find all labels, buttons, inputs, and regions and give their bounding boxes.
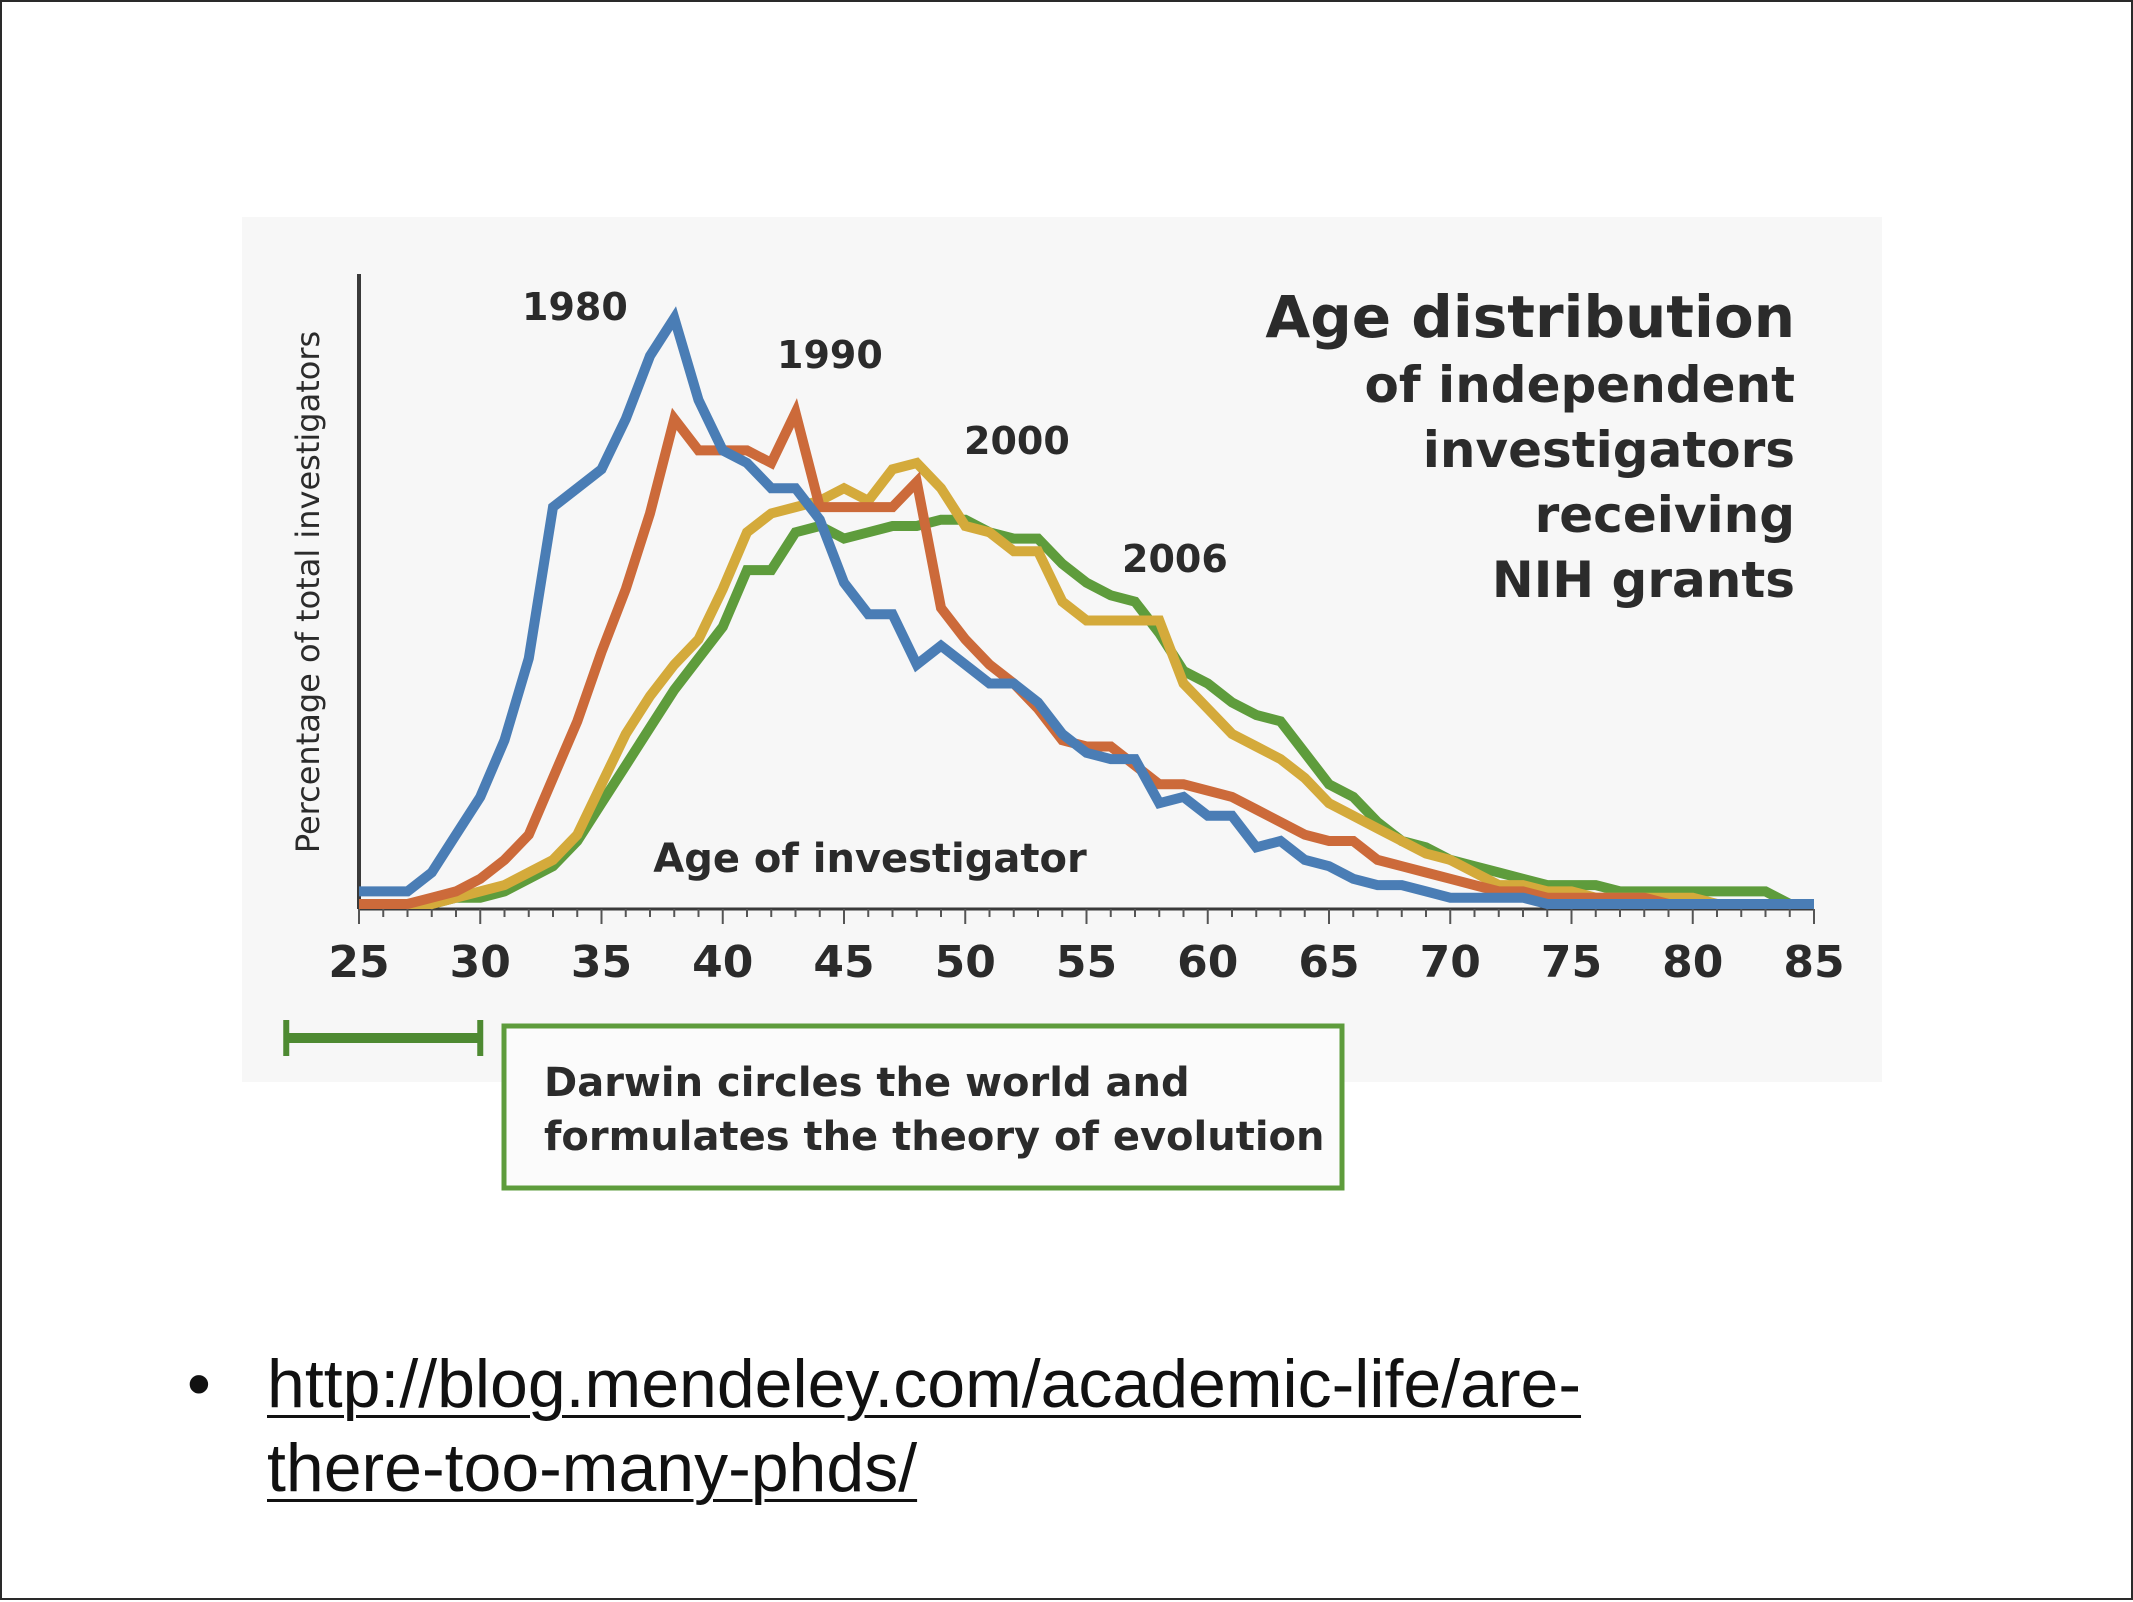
series-line-2000: [359, 457, 1814, 909]
x-ticks: 25 30 35 40 45 50 55 60 65 70 75 80 85: [328, 909, 1845, 988]
x-tick-label: 50: [935, 937, 996, 988]
series-group: [359, 306, 1814, 909]
series-line-1980: [359, 306, 1814, 909]
x-tick-label: 25: [328, 937, 389, 988]
x-tick-label: 45: [813, 937, 874, 988]
chart-title-line-5: NIH grants: [1492, 551, 1795, 609]
darwin-note-line-2: formulates the theory of evolution: [544, 1114, 1325, 1160]
series-label-2006: 2006: [1122, 537, 1228, 581]
source-link[interactable]: http://blog.mendeley.com/academic-life/a…: [267, 1342, 1967, 1510]
darwin-note-line-1: Darwin circles the world and: [544, 1060, 1190, 1106]
chart-title-line-4: receiving: [1535, 486, 1795, 544]
source-link-line-1[interactable]: http://blog.mendeley.com/academic-life/a…: [267, 1346, 1582, 1422]
series-label-2000: 2000: [964, 419, 1070, 463]
x-tick-label: 70: [1420, 937, 1481, 988]
darwin-note-box: [501, 1023, 1345, 1191]
bullet-dot: •: [187, 1346, 211, 1422]
x-tick-label: 85: [1783, 937, 1844, 988]
x-tick-label: 40: [692, 937, 753, 988]
x-tick-label: 65: [1298, 937, 1359, 988]
chart-background: [242, 217, 1882, 1082]
x-tick-label: 80: [1662, 937, 1723, 988]
x-tick-label: 75: [1541, 937, 1602, 988]
chart-title-line-2: of independent: [1365, 356, 1795, 414]
series-label-1990: 1990: [777, 333, 883, 377]
source-link-line-2[interactable]: there-too-many-phds/: [267, 1430, 918, 1506]
y-axis-title: Percentage of total investigators: [289, 331, 327, 853]
chart-title-line-1: Age distribution: [1265, 283, 1795, 351]
series-line-2006: [359, 514, 1814, 909]
darwin-range-bar: [283, 1020, 484, 1056]
x-tick-label: 30: [450, 937, 511, 988]
x-tick-label: 55: [1056, 937, 1117, 988]
x-tick-label: 35: [571, 937, 632, 988]
chart-title-line-3: investigators: [1423, 421, 1795, 479]
x-tick-label: 60: [1177, 937, 1238, 988]
series-label-1980: 1980: [522, 285, 628, 329]
x-axis-title: Age of investigator: [653, 836, 1087, 882]
